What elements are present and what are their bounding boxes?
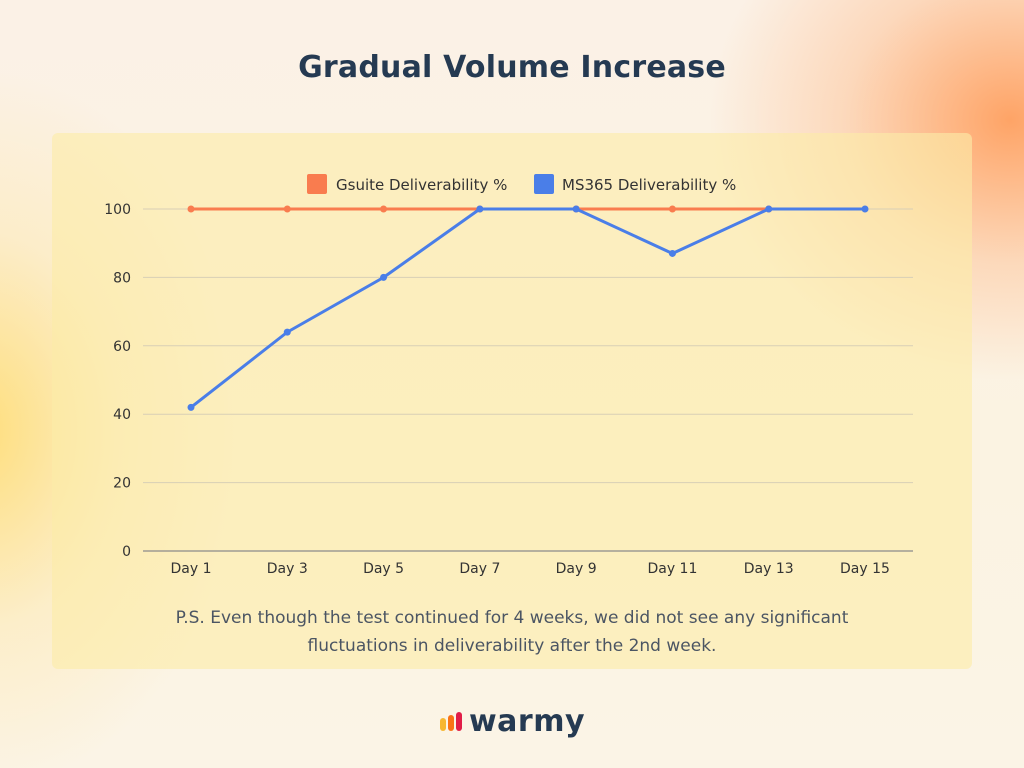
data-point (380, 273, 388, 281)
axis-layer: 0 20 40 60 80 100 Day 1 Day 3 Day 5 Day 7 Day 9 Day… (104, 202, 890, 577)
data-point (187, 403, 195, 411)
data-point (668, 249, 676, 257)
x-tick-label: Day 13 (744, 561, 794, 577)
brand-name: warmy (468, 704, 586, 739)
legend-label: MS365 Deliverability % (562, 176, 736, 194)
footnote: P.S. Even though the test continued for … (52, 604, 972, 660)
chart-card (52, 133, 972, 669)
y-tick-label: 20 (113, 476, 131, 492)
data-point (861, 205, 869, 213)
x-tick-label: Day 7 (459, 561, 500, 577)
legend: Gsuite Deliverability % MS365 Deliverabil… (307, 174, 736, 194)
data-point (187, 205, 195, 213)
data-point (765, 205, 773, 213)
footnote-line-1: P.S. Even though the test continued for … (175, 608, 849, 628)
data-point (476, 205, 484, 213)
footnote-line-2: fluctuations in deliverability after the… (307, 636, 717, 656)
x-tick-label: Day 9 (556, 561, 597, 577)
y-tick-label: 40 (113, 407, 131, 423)
series-layer (187, 205, 869, 411)
page-title: Gradual Volume Increase (298, 50, 726, 85)
legend-swatch (534, 174, 554, 194)
data-point (668, 205, 676, 213)
grid-layer (143, 208, 913, 552)
legend-swatch (307, 174, 327, 194)
x-tick-label: Day 11 (647, 561, 697, 577)
legend-label: Gsuite Deliverability % (336, 176, 507, 194)
x-tick-label: Day 1 (170, 561, 211, 577)
data-point (283, 205, 291, 213)
data-point (283, 328, 291, 336)
y-tick-label: 0 (122, 544, 131, 560)
y-tick-label: 100 (104, 202, 131, 218)
data-point (572, 205, 580, 213)
y-tick-label: 80 (113, 270, 131, 286)
series-line-2 (189, 207, 867, 409)
warmy-logo-bars-icon (439, 711, 462, 731)
brand-logo: warmy (0, 704, 1024, 739)
x-tick-label: Day 3 (267, 561, 308, 577)
x-tick-label: Day 15 (840, 561, 890, 577)
data-point (380, 205, 388, 213)
y-tick-label: 60 (113, 339, 131, 355)
x-tick-label: Day 5 (363, 561, 404, 577)
